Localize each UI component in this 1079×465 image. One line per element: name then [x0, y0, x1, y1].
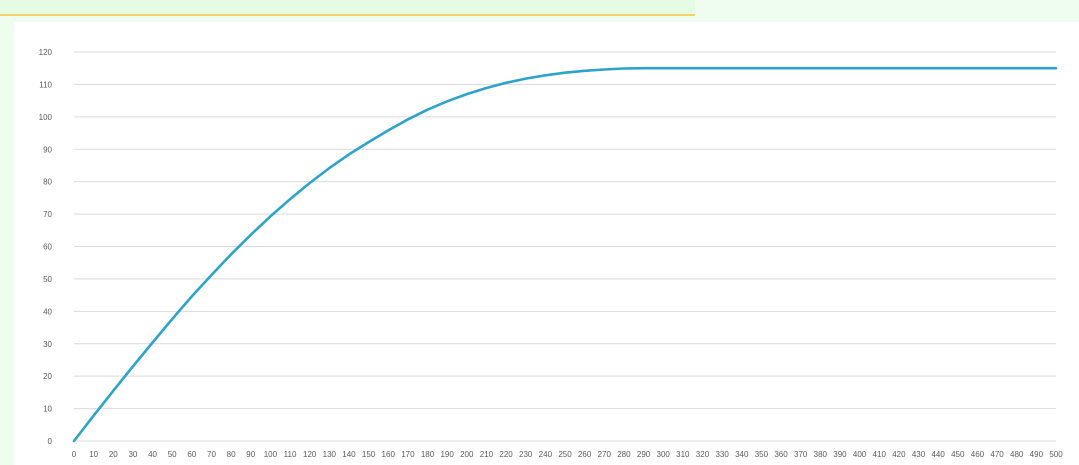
x-tick-label: 20: [109, 450, 118, 459]
x-tick-label: 450: [951, 450, 965, 459]
x-tick-label: 210: [480, 450, 494, 459]
y-tick-label: 40: [43, 307, 52, 316]
x-tick-label: 190: [440, 450, 454, 459]
x-tick-label: 60: [187, 450, 196, 459]
x-tick-label: 380: [814, 450, 828, 459]
x-tick-label: 90: [246, 450, 255, 459]
x-tick-label: 230: [519, 450, 533, 459]
x-tick-label: 100: [264, 450, 278, 459]
x-tick-label: 420: [892, 450, 906, 459]
x-tick-label: 180: [421, 450, 435, 459]
x-tick-label: 350: [755, 450, 769, 459]
top-strip: [0, 0, 695, 16]
y-tick-label: 10: [43, 405, 52, 414]
y-tick-label: 70: [43, 210, 52, 219]
x-tick-label: 170: [401, 450, 415, 459]
chart-card: 0 10 20 30 40 50 60 70 80 90 100 110 120 0 10 20 30 40 50 6…: [14, 22, 1079, 465]
y-tick-label: 100: [39, 113, 53, 122]
x-tick-label: 250: [558, 450, 572, 459]
y-tick-label: 80: [43, 178, 52, 187]
y-tick-label: 120: [39, 48, 53, 57]
x-tick-label: 430: [912, 450, 926, 459]
x-tick-label: 480: [1010, 450, 1024, 459]
x-tick-label: 500: [1049, 450, 1063, 459]
x-tick-label: 0: [72, 450, 77, 459]
x-tick-label: 440: [931, 450, 945, 459]
x-tick-label: 260: [578, 450, 592, 459]
x-tick-label: 320: [696, 450, 710, 459]
x-tick-label: 80: [227, 450, 236, 459]
y-tick-label: 0: [48, 437, 53, 446]
x-tick-label: 140: [342, 450, 356, 459]
x-tick-label: 130: [323, 450, 337, 459]
y-tick-label: 60: [43, 243, 52, 252]
x-tick-label: 340: [735, 450, 749, 459]
x-tick-label: 220: [499, 450, 513, 459]
x-tick-label: 280: [617, 450, 631, 459]
x-tick-label: 120: [303, 450, 317, 459]
x-tick-label: 460: [971, 450, 985, 459]
x-tick-label: 360: [774, 450, 788, 459]
x-tick-label: 370: [794, 450, 808, 459]
x-tick-label: 200: [460, 450, 474, 459]
x-tick-label: 160: [382, 450, 396, 459]
x-tick-label: 390: [833, 450, 847, 459]
x-tick-label: 70: [207, 450, 216, 459]
x-tick-label: 410: [873, 450, 887, 459]
x-tick-label: 110: [284, 450, 297, 459]
y-tick-label: 90: [43, 145, 52, 154]
x-tick-label: 30: [128, 450, 137, 459]
x-tick-label: 300: [657, 450, 671, 459]
y-tick-label: 20: [43, 372, 52, 381]
x-tick-label: 470: [990, 450, 1004, 459]
x-tick-label: 150: [362, 450, 376, 459]
y-tick-label: 110: [39, 80, 52, 89]
x-tick-label: 290: [637, 450, 651, 459]
x-tick-label: 310: [676, 450, 690, 459]
x-tick-label: 490: [1030, 450, 1044, 459]
x-tick-label: 40: [148, 450, 157, 459]
x-tick-label: 270: [598, 450, 612, 459]
y-tick-label: 30: [43, 340, 52, 349]
x-tick-label: 50: [168, 450, 177, 459]
x-tick-label: 330: [715, 450, 729, 459]
y-tick-label: 50: [43, 275, 52, 284]
series-line-0: [72, 66, 1058, 443]
line-chart: 0 10 20 30 40 50 60 70 80 90 100 110 120 0 10 20 30 40 50 6…: [39, 48, 1064, 459]
x-tick-label: 10: [89, 450, 98, 459]
x-tick-label: 400: [853, 450, 867, 459]
x-tick-label: 240: [539, 450, 553, 459]
